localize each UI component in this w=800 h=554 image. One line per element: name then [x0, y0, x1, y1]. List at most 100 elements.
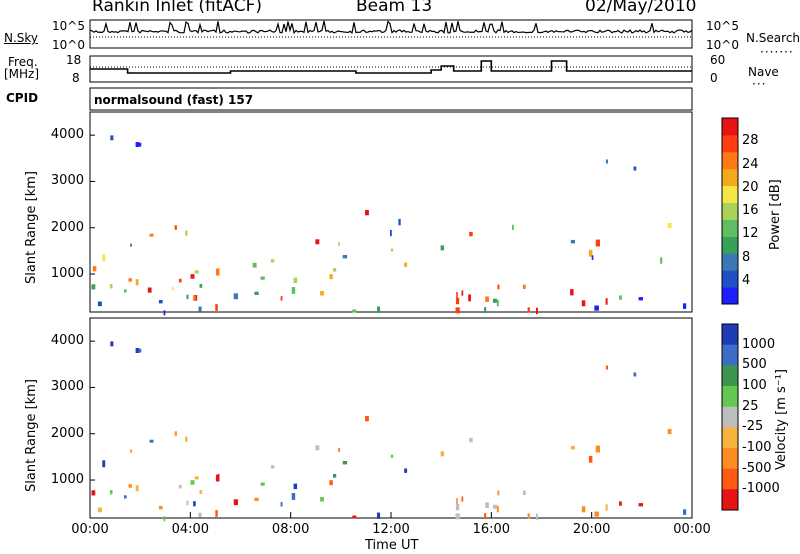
velocity-cell	[496, 505, 499, 513]
velocity-cell	[233, 499, 238, 506]
velocity-cell	[280, 502, 283, 507]
power-colorbar	[721, 117, 739, 305]
velocity-cell	[455, 503, 460, 511]
velocity-cell	[440, 451, 445, 457]
beam-title: Beam 13	[356, 0, 433, 16]
axis-ticks	[89, 134, 693, 518]
time-xtick-label: 04:00	[171, 522, 210, 537]
power-cell	[291, 287, 296, 294]
velocity-cell	[185, 436, 188, 442]
power-cell	[124, 289, 127, 293]
power-colorbar-segment	[722, 253, 738, 271]
velocity-cell	[199, 490, 203, 494]
power-cell	[570, 289, 574, 296]
velocity-cell	[522, 490, 526, 495]
power-colorbar-segment	[722, 202, 738, 220]
power-cell	[135, 279, 139, 286]
power-cell	[581, 300, 586, 307]
velocity-cell	[455, 513, 460, 520]
power-ytick-label: 3000	[50, 173, 84, 189]
velocity-cell	[667, 429, 672, 435]
power-cell	[97, 301, 102, 307]
power-colorbar-tick: 4	[742, 272, 751, 288]
power-colorbar-tick: 20	[742, 179, 759, 195]
power-cell	[527, 307, 530, 313]
velocity-cell	[260, 482, 265, 486]
power-colorbar-tick: 8	[742, 249, 751, 265]
power-colorbar-segment	[722, 168, 738, 187]
power-cell	[110, 135, 114, 141]
power-cell	[174, 225, 177, 230]
velocity-cell	[194, 476, 199, 480]
velocity-colorbar-frame	[721, 323, 739, 511]
velocity-cell	[404, 468, 408, 473]
nave-legend-dots: ···	[752, 77, 767, 91]
velocity-colorbar-tick: 25	[742, 398, 759, 414]
velocity-cell	[198, 512, 202, 518]
cpid-value: normalsound (fast) 157	[94, 93, 254, 107]
velocity-colorbar-segment	[722, 324, 738, 346]
power-colorbar-tick: 16	[742, 203, 759, 218]
power-cell	[178, 278, 182, 283]
power-cell	[455, 307, 460, 314]
velocity-colorbar-tick: 100	[742, 378, 767, 393]
power-cell	[194, 270, 199, 274]
velocity-colorbar-segment	[722, 344, 738, 366]
time-xtick-label: 00:00	[71, 522, 109, 537]
power-colorbar-tick: 24	[742, 156, 759, 172]
power-cell	[315, 239, 320, 245]
velocity-colorbar-segment	[722, 489, 738, 511]
velocity-cell	[215, 474, 220, 482]
nsky-panel	[89, 19, 693, 49]
nsky-tick-top: 10^5	[52, 19, 85, 33]
power-colorbar-segment	[722, 287, 738, 305]
velocity-cell	[485, 502, 489, 508]
power-cell	[280, 296, 283, 301]
power-cell	[130, 243, 132, 247]
power-cell	[461, 290, 464, 296]
power-cell	[595, 239, 600, 247]
power-cell	[128, 278, 132, 282]
power-cell	[365, 210, 369, 216]
velocity-cell	[178, 484, 182, 489]
velocity-cell	[536, 513, 538, 521]
power-colorbar-segment	[722, 270, 738, 288]
velocity-cell	[102, 460, 106, 468]
velocity-cell	[270, 465, 275, 469]
freq-frame	[89, 55, 693, 83]
power-cell	[333, 268, 337, 272]
power-cell	[91, 284, 96, 290]
velocity-cell	[333, 474, 337, 478]
nave-tick-top: 60	[710, 53, 726, 67]
velocity-cell	[581, 506, 586, 513]
velocity-cell	[377, 512, 381, 519]
nsearch-tick-top: 10^5	[706, 19, 739, 33]
velocity-cell	[291, 493, 296, 500]
nsky-label: N.Sky	[4, 31, 39, 45]
velocity-cell	[149, 439, 154, 443]
power-cell	[190, 274, 195, 279]
power-cell	[469, 231, 473, 237]
velocity-cell	[186, 500, 189, 506]
power-cell	[215, 268, 220, 276]
power-ytick-label: 1000	[50, 266, 84, 282]
nave-label: Nave	[748, 65, 779, 79]
power-colorbar-segment	[722, 134, 738, 153]
nsky-trace	[89, 20, 693, 35]
date-title: 02/May/2010	[585, 0, 697, 16]
power-cell	[536, 307, 538, 315]
power-cell	[260, 276, 265, 280]
power-cell	[320, 291, 324, 296]
power-cell	[147, 287, 152, 293]
nsearch-legend-dots: ·······	[760, 45, 794, 59]
velocity-colorbar-segment	[722, 406, 738, 428]
power-cell	[404, 262, 408, 267]
power-cell	[185, 230, 188, 236]
power-cell	[683, 303, 687, 309]
power-ytick-label: 4000	[50, 127, 84, 143]
velocity-cell	[497, 490, 500, 496]
power-colorbar-segment	[722, 151, 738, 170]
nsky-tick-bottom: 10^0	[52, 38, 85, 52]
power-cell	[605, 159, 608, 164]
